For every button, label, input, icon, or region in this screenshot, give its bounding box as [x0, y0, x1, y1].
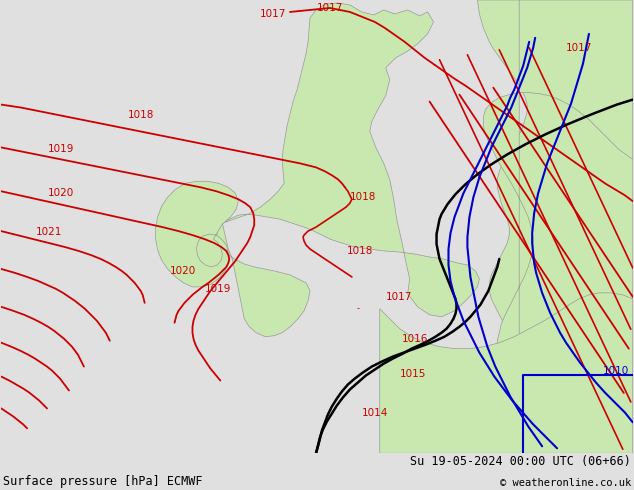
Text: 1019: 1019 [205, 284, 231, 294]
Text: -: - [356, 304, 359, 313]
Text: 1018: 1018 [347, 246, 373, 256]
Text: 1017: 1017 [260, 9, 286, 19]
Text: 1020: 1020 [170, 266, 197, 276]
Text: 1010: 1010 [603, 366, 629, 375]
Polygon shape [477, 0, 633, 453]
Text: 1018: 1018 [350, 192, 376, 202]
Text: © weatheronline.co.uk: © weatheronline.co.uk [500, 478, 631, 488]
Text: 1014: 1014 [362, 408, 388, 418]
Text: 1015: 1015 [399, 368, 426, 379]
Text: 1017: 1017 [385, 292, 412, 302]
Polygon shape [155, 181, 238, 287]
Text: Su 19-05-2024 00:00 UTC (06+66): Su 19-05-2024 00:00 UTC (06+66) [410, 455, 631, 468]
Polygon shape [216, 3, 479, 337]
Text: 1016: 1016 [402, 334, 428, 343]
Text: 1020: 1020 [48, 188, 74, 198]
Text: 1018: 1018 [127, 110, 154, 120]
Polygon shape [483, 0, 633, 453]
Polygon shape [380, 293, 633, 453]
Text: Surface pressure [hPa] ECMWF: Surface pressure [hPa] ECMWF [3, 474, 203, 488]
Text: 1019: 1019 [48, 145, 74, 154]
Text: 1021: 1021 [36, 227, 62, 237]
Text: 1017: 1017 [317, 3, 343, 13]
Text: 1017: 1017 [566, 43, 592, 53]
